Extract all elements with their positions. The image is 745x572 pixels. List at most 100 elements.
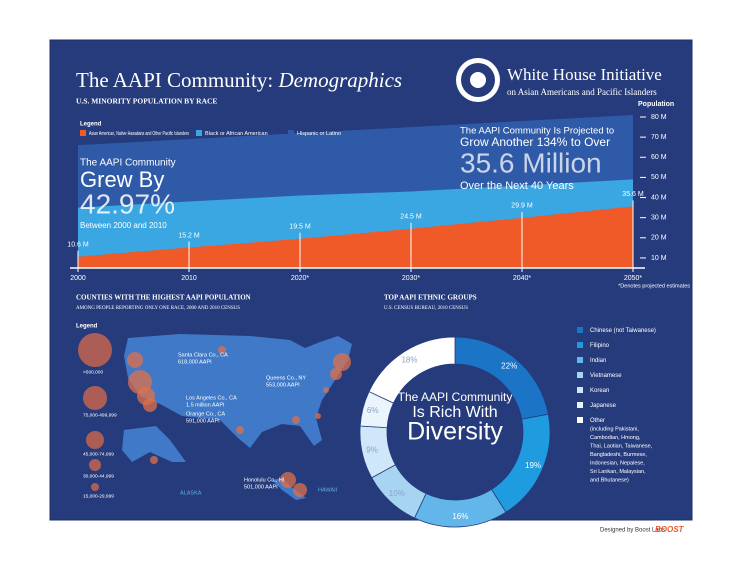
legend-note: Thai, Laotian, Taiwanese,: [590, 443, 653, 449]
map-subtitle: AMONG PEOPLE REPORTING ONLY ONE RACE, 20…: [76, 306, 240, 311]
note: *Denotes projected estimates: [618, 283, 690, 289]
legend-label: 75,000-499,999: [83, 412, 117, 418]
county-bubble: [315, 413, 321, 419]
legend-label: Asian American, Native Hawaiians and Oth…: [89, 131, 189, 137]
y-tick-label: 20 M: [651, 235, 667, 242]
callout-name: Los Angeles Co., CA: [186, 395, 237, 401]
map-legend-title: Legend: [76, 324, 98, 330]
legend-note: (including Pakistani,: [590, 426, 639, 432]
legend-label: Filipino: [590, 343, 610, 349]
legend-label: 15,000-29,999: [83, 493, 114, 499]
annotation: Between 2000 and 2010: [80, 221, 167, 230]
callout-value: 618,000 AAPI: [178, 359, 212, 365]
legend-swatch: [288, 130, 294, 136]
callout-value: 553,000 AAPI: [266, 382, 300, 388]
area-title: U.S. MINORITY POPULATION BY RACE: [76, 97, 217, 106]
org-name: White House Initiative: [507, 65, 662, 84]
slice-label: 10%: [389, 489, 405, 498]
annotation: The AAPI Community: [80, 158, 176, 169]
slice-label: 19%: [525, 461, 541, 470]
hawaii-label: HAWAII: [318, 487, 338, 493]
data-label: 19.5 M: [289, 224, 311, 231]
y-tick-label: 80 M: [651, 114, 667, 121]
slice-label: 22%: [501, 362, 517, 371]
y-tick-label: 10 M: [651, 255, 667, 262]
county-bubble: [280, 472, 296, 488]
y-tick-label: 60 M: [651, 154, 667, 161]
slice-label: 18%: [401, 355, 417, 364]
county-bubble: [323, 387, 329, 393]
legend-label: Japanese: [590, 403, 617, 409]
area-series: [78, 206, 633, 268]
credit: Designed by Boost Labs: [600, 528, 665, 534]
county-bubble: [236, 426, 244, 434]
donut-subtitle: U.S. CENSUS BUREAU, 2010 CENSUS: [384, 306, 468, 311]
y-tick-label: 40 M: [651, 194, 667, 201]
area-chart: 10.6 M 15.2 M 19.5 M 24.5 M 29.9 M 35.6 M 2000…: [67, 114, 690, 290]
legend-swatch: [577, 372, 583, 378]
annotation: Over the Next 40 Years: [460, 180, 574, 192]
legend-bubble: [86, 431, 104, 449]
county-bubble: [293, 483, 307, 497]
center-text: Is Rich With: [412, 404, 497, 421]
county-bubble: [330, 368, 342, 380]
title-italic: Demographics: [277, 68, 402, 92]
legend-label: Black or African American: [205, 131, 268, 137]
legend-bubble: [78, 333, 112, 367]
legend-label: 30,000-44,999: [83, 473, 114, 479]
county-bubble: [143, 398, 157, 412]
y-tick-label: 70 M: [651, 134, 667, 141]
x-tick-label: 2050*: [624, 275, 643, 282]
data-label: 35.6 M: [622, 191, 644, 198]
map: COUNTIES WITH THE HIGHEST AAPI POPULATIO…: [76, 294, 352, 500]
legend-swatch: [577, 402, 583, 408]
legend-swatch: [577, 387, 583, 393]
legend-swatch: [577, 342, 583, 348]
center-text: The AAPI Community: [398, 390, 513, 404]
seal-emblem: [470, 72, 486, 88]
legend-label: Chinese (not Taiwanese): [590, 328, 656, 334]
legend-note: Cambodian, Hmong,: [590, 435, 641, 441]
x-tick-label: 2000: [70, 275, 86, 282]
data-label: 24.5 M: [400, 214, 422, 221]
y-tick-label: 30 M: [651, 215, 667, 222]
legend-label: Other: [590, 418, 605, 424]
center-text: Diversity: [407, 418, 503, 446]
data-label: 15.2 M: [178, 232, 200, 239]
legend-label: 45,000-74,999: [83, 451, 114, 457]
legend-label: Hispanic or Latino: [297, 131, 341, 137]
logo: BOOST: [655, 525, 685, 534]
plot-area: [78, 114, 633, 268]
legend-note: Sri Lankan, Malaysian,: [590, 469, 646, 475]
legend-swatch: [577, 327, 583, 333]
annotation: 42.97%: [80, 188, 175, 219]
slice-label: 9%: [366, 446, 378, 455]
slice-label: 6%: [367, 406, 379, 415]
callout-value: 1.5 million AAPI: [186, 402, 225, 408]
county-bubble: [218, 346, 226, 354]
legend-bubble: [91, 483, 99, 491]
donut-chart: TOP AAPI ETHNIC GROUPS U.S. CENSUS BUREAU…: [359, 294, 656, 528]
legend-label: Korean: [590, 388, 609, 394]
legend-swatch: [577, 357, 583, 363]
annotation: 35.6 Million: [460, 147, 602, 178]
panel-border: [49, 39, 693, 521]
legend-label: >500,000: [83, 369, 103, 375]
alaska-shape: [122, 426, 186, 462]
annotation: Grow Another 134% to Over: [460, 135, 610, 149]
map-title: COUNTIES WITH THE HIGHEST AAPI POPULATIO…: [76, 294, 251, 302]
legend-bubble: [83, 386, 107, 410]
title: The AAPI Community: Demographics: [76, 68, 402, 92]
county-bubble: [292, 416, 300, 424]
county-bubble: [127, 352, 143, 368]
x-tick-label: 2040*: [513, 275, 532, 282]
legend-swatch: [196, 130, 202, 136]
county-bubble: [150, 456, 158, 464]
alaska-label: ALASKA: [180, 490, 202, 496]
y-tick-label: 50 M: [651, 174, 667, 181]
callout-value: 501,000 AAPI: [244, 484, 278, 490]
callout-value: 591,000 AAPI: [186, 418, 220, 424]
annotation: Grew By: [80, 167, 164, 192]
